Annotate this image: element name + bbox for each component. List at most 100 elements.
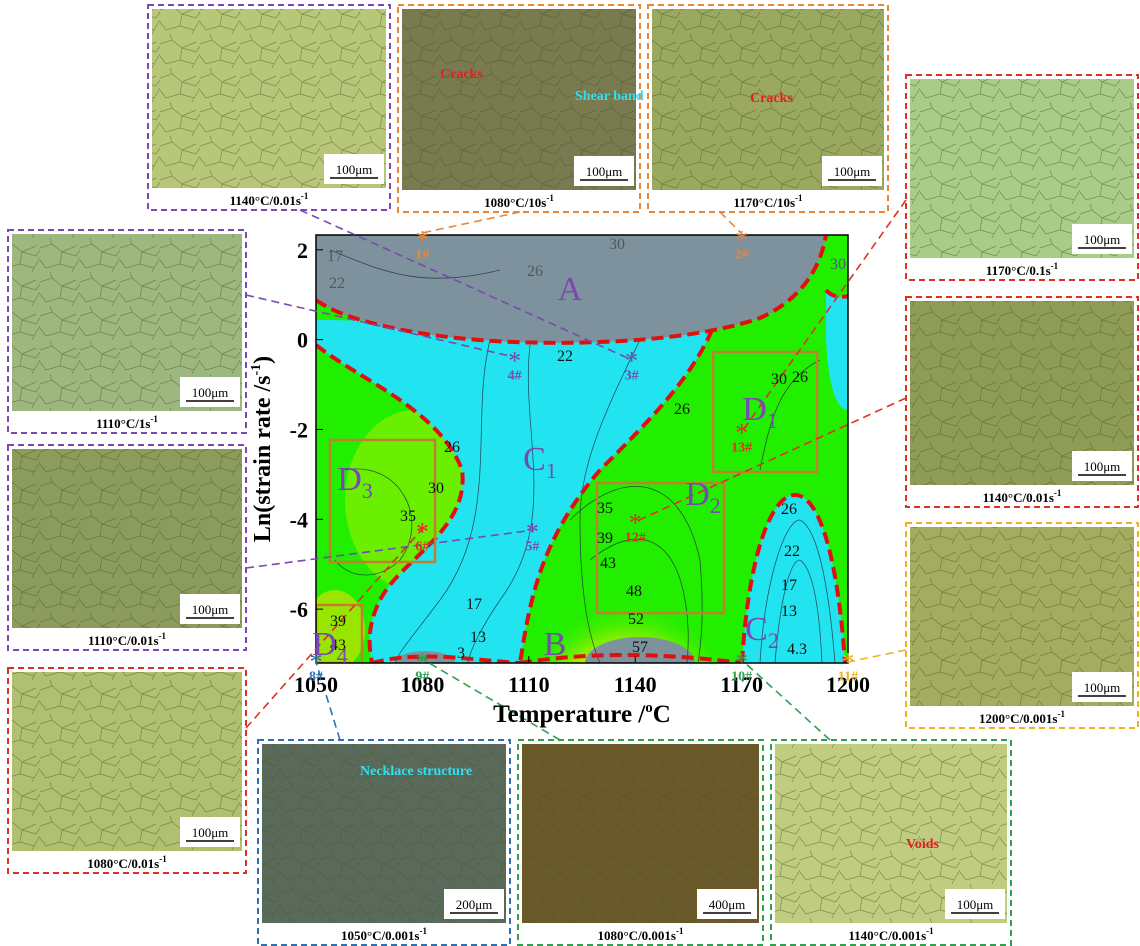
- point-label: 1#: [415, 247, 429, 262]
- scale-label: 400μm: [709, 897, 746, 912]
- panel-caption: 1080°C/10s-1: [484, 193, 554, 210]
- region-label: A: [558, 271, 583, 308]
- x-axis-label: Temperature /oC: [493, 700, 671, 728]
- contour-label: 3: [457, 645, 465, 662]
- scale-label: 100μm: [192, 825, 229, 840]
- contour-label: 30: [830, 256, 846, 273]
- x-axis-label-text: Temperature /: [493, 701, 646, 728]
- panel-annotation: Cracks: [440, 67, 483, 82]
- contour-label: 26: [527, 263, 543, 280]
- contour-label: 57: [632, 639, 648, 656]
- contour-label: 22: [557, 348, 573, 365]
- y-axis-label-sup: -1: [249, 364, 264, 376]
- panel-caption-sup: -1: [676, 926, 684, 936]
- panel-caption-sup: -1: [159, 854, 167, 864]
- panel-caption-sup: -1: [1051, 261, 1059, 271]
- panel-caption: 1140°C/0.01s-1: [230, 191, 309, 208]
- panel-caption-sup: -1: [420, 926, 428, 936]
- panel-caption: 1080°C/0.01s-1: [87, 854, 167, 871]
- point-label: 11#: [838, 670, 858, 685]
- contour-label: 17: [781, 577, 797, 594]
- x-axis-label-sup: o: [645, 700, 653, 716]
- region-label: B: [544, 626, 567, 663]
- panel-caption-text: 1170°C/10s: [733, 195, 795, 210]
- panel-caption-text: 1110°C/0.01s: [88, 633, 159, 648]
- y-axis-label: Ln(strain rate /s-1): [249, 356, 276, 542]
- panel-caption-text: 1140°C/0.01s: [230, 193, 301, 208]
- contour-label: 43: [600, 555, 616, 572]
- region-subscript: 1: [546, 458, 557, 483]
- panel-caption: 1170°C/10s-1: [733, 193, 803, 210]
- contour-label: 30: [771, 371, 787, 388]
- x-tick-label: 1110: [508, 672, 550, 697]
- contour-label: 22: [329, 275, 345, 292]
- panel-caption-text: 1140°C/0.01s: [983, 490, 1054, 505]
- contour-label: 48: [626, 583, 642, 600]
- scale-label: 100μm: [1084, 459, 1121, 474]
- region-letter: D: [685, 476, 710, 513]
- point-label: 3#: [625, 369, 639, 384]
- panel-annotation: Cracks: [750, 91, 793, 106]
- scale-label: 100μm: [957, 897, 994, 912]
- panel-caption-sup: -1: [159, 631, 167, 641]
- region-subscript: 3: [362, 478, 373, 503]
- panel-caption-sup: -1: [795, 193, 803, 203]
- scale-label: 100μm: [1084, 232, 1121, 247]
- panel-caption: 1170°C/0.1s-1: [986, 261, 1059, 278]
- panel-caption-text: 1080°C/10s: [484, 195, 546, 210]
- panel-caption: 1110°C/0.01s-1: [88, 631, 167, 648]
- contour-label: 52: [628, 611, 644, 628]
- y-tick-label: -6: [290, 597, 308, 622]
- region-subscript: 4: [337, 643, 348, 668]
- region-letter: B: [544, 626, 567, 663]
- contour-label: 39: [597, 530, 613, 547]
- scale-label: 100μm: [586, 164, 623, 179]
- region-subscript: 1: [767, 408, 778, 433]
- panel-caption: 1200°C/0.001s-1: [979, 709, 1066, 726]
- panel-caption-text: 1080°C/0.001s: [597, 928, 676, 943]
- scale-label: 100μm: [192, 602, 229, 617]
- y-tick-label: 0: [297, 328, 308, 353]
- point-label: 6#: [415, 539, 429, 554]
- region-letter: C: [745, 611, 768, 648]
- x-tick-label: 1140: [614, 672, 657, 697]
- point-label: 9#: [415, 670, 429, 685]
- point-label: 10#: [731, 670, 752, 685]
- contour-label: 35: [597, 500, 613, 517]
- panel-caption-sup: -1: [301, 191, 309, 201]
- panel-annotation: Necklace structure: [360, 764, 472, 779]
- region-letter: D: [337, 461, 362, 498]
- figure: 10501080111011401170120020-2-4-6Temperat…: [0, 0, 1140, 946]
- scale-label: 100μm: [336, 162, 373, 177]
- y-tick-label: -4: [290, 507, 308, 532]
- panel-caption-sup: -1: [1058, 709, 1066, 719]
- contour-label: 17: [327, 248, 343, 265]
- point-label: 5#: [525, 539, 539, 554]
- panel-caption-sup: -1: [546, 193, 554, 203]
- point-label: 8#: [309, 670, 323, 685]
- panel-caption-text: 1110°C/1s: [96, 416, 150, 431]
- contour-label: 30: [428, 480, 444, 497]
- panel-caption-text: 1200°C/0.001s: [979, 711, 1058, 726]
- panel-annotation: Voids: [906, 837, 940, 852]
- contour-label: 26: [792, 369, 808, 386]
- panel-annotation: Shear band: [575, 89, 644, 104]
- contour-label: 30: [609, 236, 625, 253]
- y-axis-label-end: ): [250, 356, 276, 364]
- panel-caption: 1050°C/0.001s-1: [341, 926, 428, 943]
- contour-label: 17: [466, 596, 482, 613]
- y-tick-label: -2: [290, 417, 308, 442]
- contour-label: 26: [674, 401, 690, 418]
- panel-caption: 1080°C/0.001s-1: [597, 926, 684, 943]
- x-axis-label-end: C: [653, 701, 671, 728]
- point-label: 4#: [508, 369, 522, 384]
- scale-label: 100μm: [1084, 680, 1121, 695]
- contour-label: 26: [781, 501, 797, 518]
- region-subscript: 2: [710, 493, 721, 518]
- point-label: 2#: [735, 247, 749, 262]
- panel-caption: 1110°C/1s-1: [96, 414, 158, 431]
- contour-label: 26: [444, 439, 460, 456]
- panel-caption-sup: -1: [150, 414, 158, 424]
- region-letter: A: [558, 271, 583, 308]
- panel-caption-sup: -1: [926, 926, 934, 936]
